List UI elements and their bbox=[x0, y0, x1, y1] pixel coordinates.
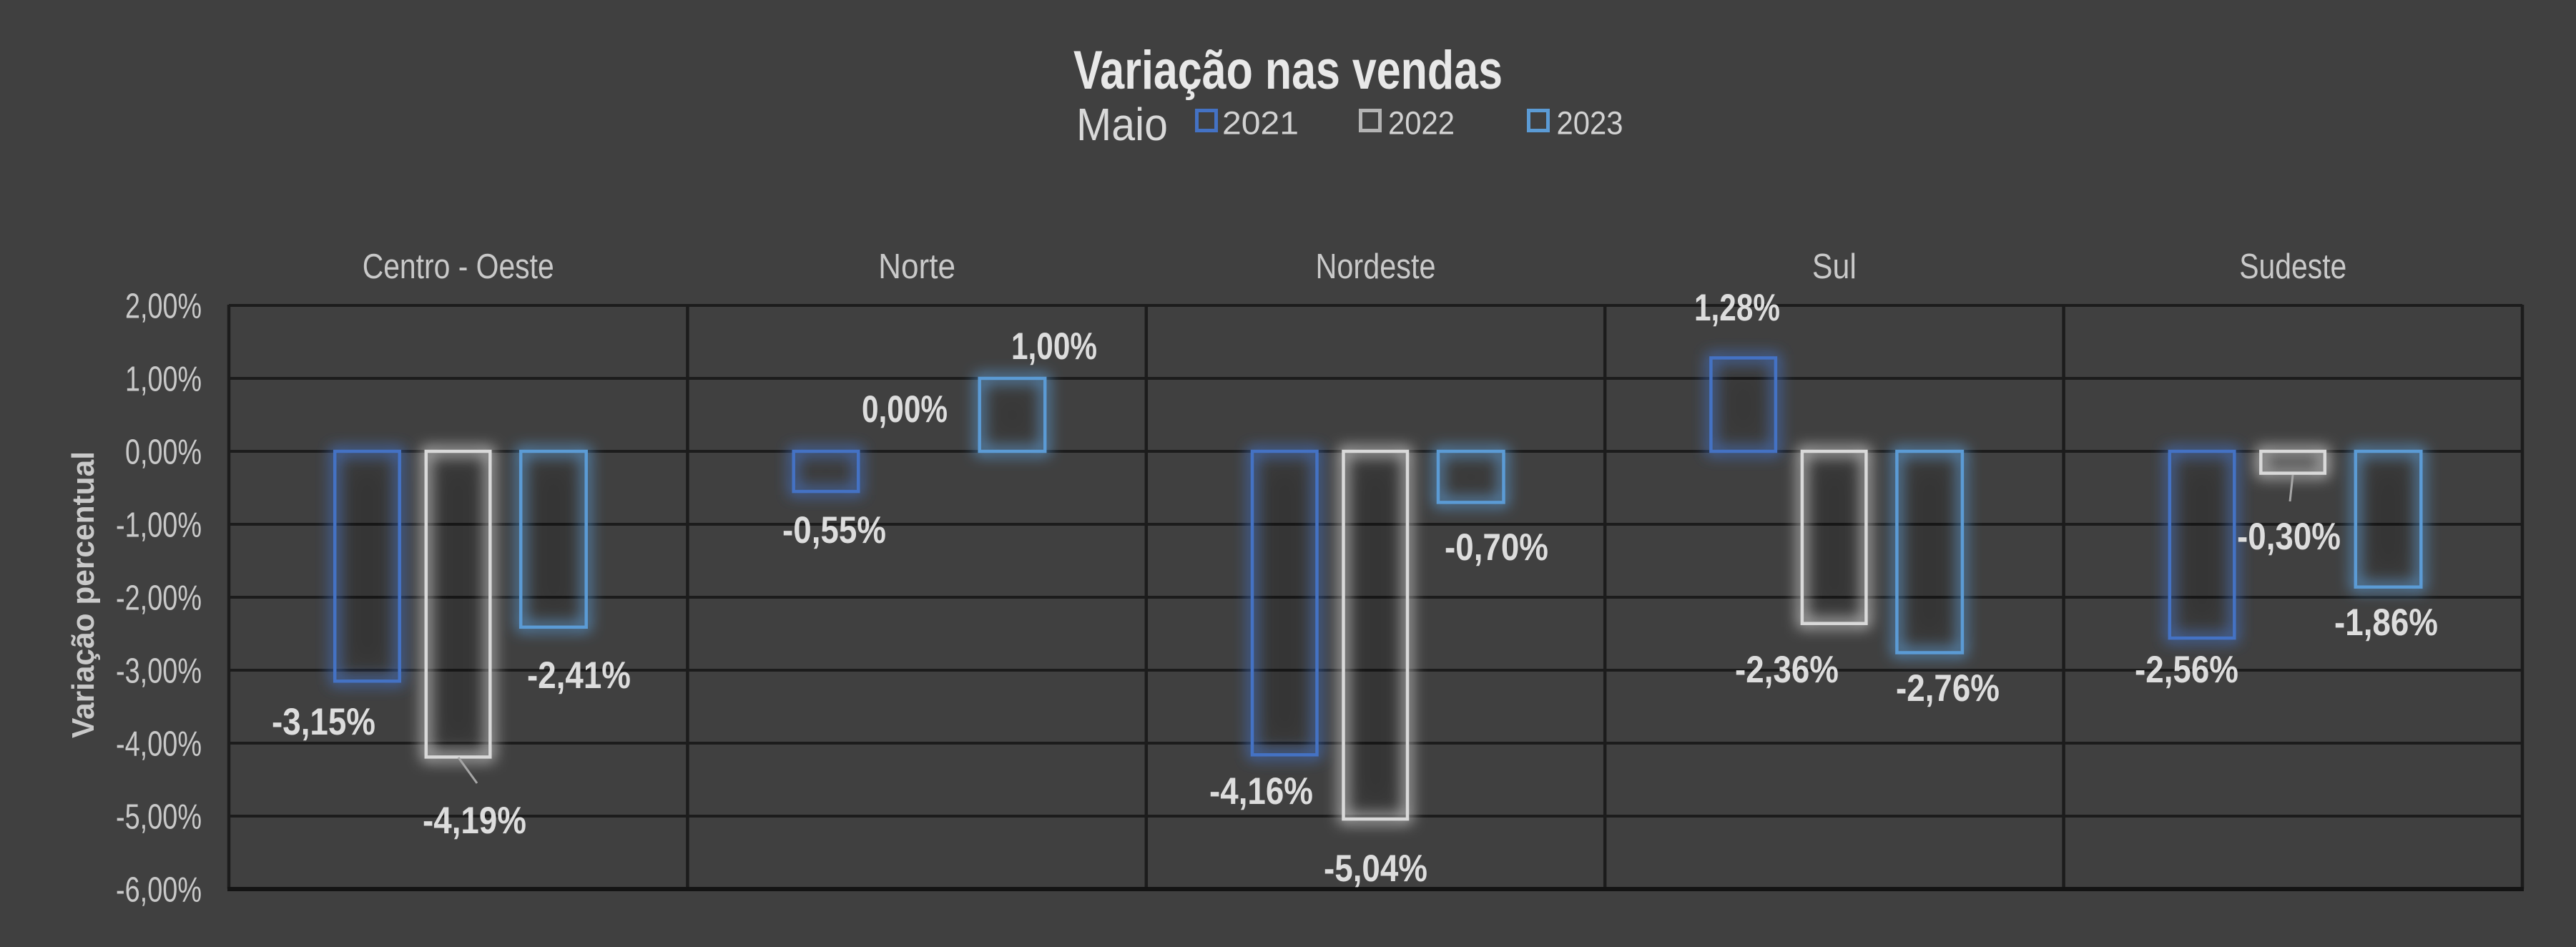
svg-text:-1,86%: -1,86% bbox=[2334, 602, 2438, 644]
svg-text:Sudeste: Sudeste bbox=[2239, 247, 2346, 286]
svg-text:-1,00%: -1,00% bbox=[116, 506, 202, 545]
svg-text:Variação percentual: Variação percentual bbox=[66, 451, 101, 738]
svg-text:-2,00%: -2,00% bbox=[116, 579, 202, 618]
svg-text:-2,36%: -2,36% bbox=[1735, 649, 1839, 691]
svg-text:1,00%: 1,00% bbox=[1011, 325, 1097, 368]
svg-text:-4,00%: -4,00% bbox=[116, 725, 202, 764]
svg-text:Sul: Sul bbox=[1812, 247, 1857, 286]
svg-text:-5,04%: -5,04% bbox=[1324, 848, 1427, 890]
svg-text:-4,19%: -4,19% bbox=[423, 800, 526, 842]
svg-text:-2,56%: -2,56% bbox=[2135, 649, 2238, 691]
svg-text:-5,00%: -5,00% bbox=[116, 798, 202, 837]
svg-text:-0,30%: -0,30% bbox=[2237, 516, 2341, 558]
svg-text:-3,15%: -3,15% bbox=[272, 701, 375, 743]
svg-text:Nordeste: Nordeste bbox=[1316, 247, 1436, 286]
svg-text:2023: 2023 bbox=[1557, 105, 1623, 142]
svg-text:2021: 2021 bbox=[1222, 105, 1299, 142]
svg-text:Centro - Oeste: Centro - Oeste bbox=[363, 247, 554, 286]
svg-text:0,00%: 0,00% bbox=[862, 388, 948, 431]
svg-text:-2,41%: -2,41% bbox=[527, 654, 631, 697]
svg-text:Variação nas vendas: Variação nas vendas bbox=[1073, 40, 1503, 101]
svg-text:-3,00%: -3,00% bbox=[116, 652, 202, 691]
svg-text:0,00%: 0,00% bbox=[125, 433, 202, 472]
svg-text:-4,16%: -4,16% bbox=[1209, 770, 1313, 813]
svg-text:-0,55%: -0,55% bbox=[782, 509, 886, 551]
svg-text:Norte: Norte bbox=[878, 247, 955, 286]
svg-text:2,00%: 2,00% bbox=[125, 288, 202, 326]
svg-text:-2,76%: -2,76% bbox=[1896, 667, 2000, 710]
svg-text:1,28%: 1,28% bbox=[1694, 287, 1780, 329]
svg-text:2022: 2022 bbox=[1388, 105, 1455, 142]
svg-text:1,00%: 1,00% bbox=[125, 360, 202, 399]
svg-text:Maio: Maio bbox=[1076, 99, 1168, 150]
svg-text:-6,00%: -6,00% bbox=[116, 871, 202, 910]
svg-text:-0,70%: -0,70% bbox=[1445, 526, 1548, 569]
